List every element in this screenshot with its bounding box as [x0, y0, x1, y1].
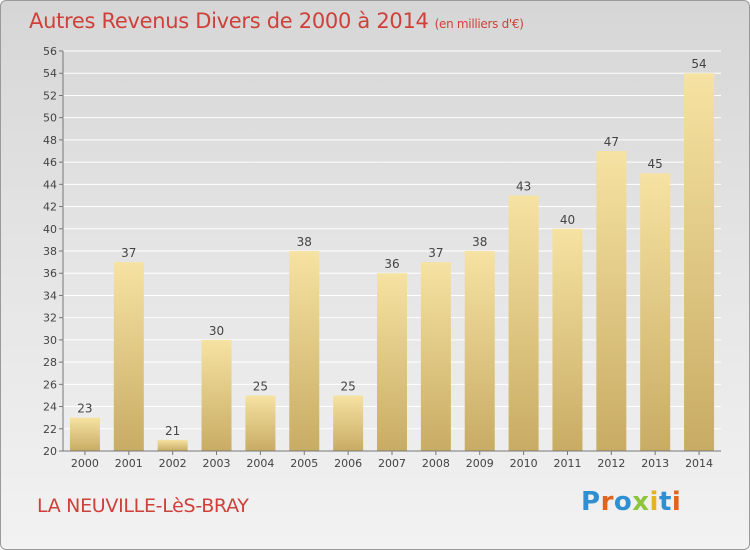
logo-letter: x	[632, 487, 650, 517]
data-label: 45	[648, 157, 663, 171]
x-tick-label: 2008	[422, 457, 450, 470]
bar-2003	[201, 339, 232, 451]
y-tick-label: 54	[43, 67, 57, 80]
x-tick-label: 2000	[71, 457, 99, 470]
bar-2013	[640, 173, 671, 451]
y-tick-label: 26	[43, 378, 57, 391]
logo-letter: i	[671, 487, 682, 517]
bar-2010	[508, 195, 539, 451]
data-label: 40	[560, 213, 575, 227]
y-tick-label: 28	[43, 356, 57, 369]
bar-2008	[420, 262, 451, 451]
bar-2007	[377, 273, 407, 451]
logo-letter: t	[658, 487, 672, 517]
x-tick-label: 2003	[203, 457, 231, 470]
y-tick-label: 46	[43, 156, 57, 169]
proxiti-logo: Proxiti	[581, 487, 681, 517]
data-label: 36	[384, 257, 399, 271]
y-tick-label: 48	[43, 134, 57, 147]
y-tick-label: 30	[43, 334, 57, 347]
bar-2000	[69, 417, 100, 451]
y-tick-label: 38	[43, 245, 57, 258]
x-tick-label: 2006	[334, 457, 362, 470]
bar-2005	[289, 251, 320, 451]
x-tick-label: 2005	[290, 457, 318, 470]
data-label: 23	[77, 402, 92, 416]
x-tick-label: 2002	[159, 457, 187, 470]
x-tick-label: 2011	[553, 457, 581, 470]
data-label: 54	[691, 57, 706, 71]
bar-2004	[245, 395, 276, 451]
place-name: LA NEUVILLE-LèS-BRAY	[37, 495, 249, 517]
logo-letter: o	[613, 487, 633, 517]
y-tick-label: 36	[43, 267, 57, 280]
y-tick-label: 56	[43, 45, 57, 58]
bar-2002	[157, 439, 188, 451]
x-tick-label: 2007	[378, 457, 406, 470]
bar-2012	[596, 151, 627, 451]
bars: 23 37 21 30 25 38 25 36 37 38 43 40 47 45 54	[69, 57, 715, 451]
x-tick-label: 2009	[466, 457, 494, 470]
data-label: 37	[121, 246, 136, 260]
y-tick-label: 20	[43, 445, 57, 458]
bar-2001	[113, 262, 144, 451]
x-tick-label: 2001	[115, 457, 143, 470]
axes: 20 22 24 26 28 30 32 34 36 38 40 42 44 46 48 50 52 54 56 20…	[43, 45, 721, 470]
bar-2006	[333, 395, 364, 451]
x-tick-label: 2013	[641, 457, 669, 470]
data-label: 25	[340, 379, 355, 393]
logo-letter: r	[600, 487, 614, 517]
x-tick-label: 2014	[685, 457, 713, 470]
y-tick-label: 42	[43, 201, 57, 214]
chart-title-text: Autres Revenus Divers de 2000 à 2014	[29, 9, 429, 33]
x-tick-label: 2012	[597, 457, 625, 470]
bar-2014	[684, 73, 715, 451]
y-tick-label: 50	[43, 112, 57, 125]
logo-letter: P	[581, 487, 601, 517]
chart-title: Autres Revenus Divers de 2000 à 2014 (en …	[29, 9, 524, 33]
y-tick-label: 40	[43, 223, 57, 236]
x-tick-label: 2004	[246, 457, 274, 470]
data-label: 38	[297, 235, 312, 249]
data-label: 47	[604, 135, 619, 149]
y-tick-label: 52	[43, 89, 57, 102]
y-tick-label: 22	[43, 423, 57, 436]
data-label: 38	[472, 235, 487, 249]
y-tick-label: 34	[43, 289, 57, 302]
bar-2009	[464, 251, 495, 451]
y-tick-label: 44	[43, 178, 57, 191]
chart-subtitle: (en milliers d'€)	[434, 17, 524, 31]
y-tick-label: 24	[43, 401, 57, 414]
x-tick-label: 2010	[510, 457, 538, 470]
data-label: 43	[516, 179, 531, 193]
bar-2011	[552, 228, 583, 451]
data-label: 30	[209, 324, 224, 338]
data-label: 25	[253, 379, 268, 393]
y-tick-label: 32	[43, 312, 57, 325]
data-label: 37	[428, 246, 443, 260]
logo-letter: i	[649, 487, 659, 517]
data-label: 21	[165, 424, 180, 438]
